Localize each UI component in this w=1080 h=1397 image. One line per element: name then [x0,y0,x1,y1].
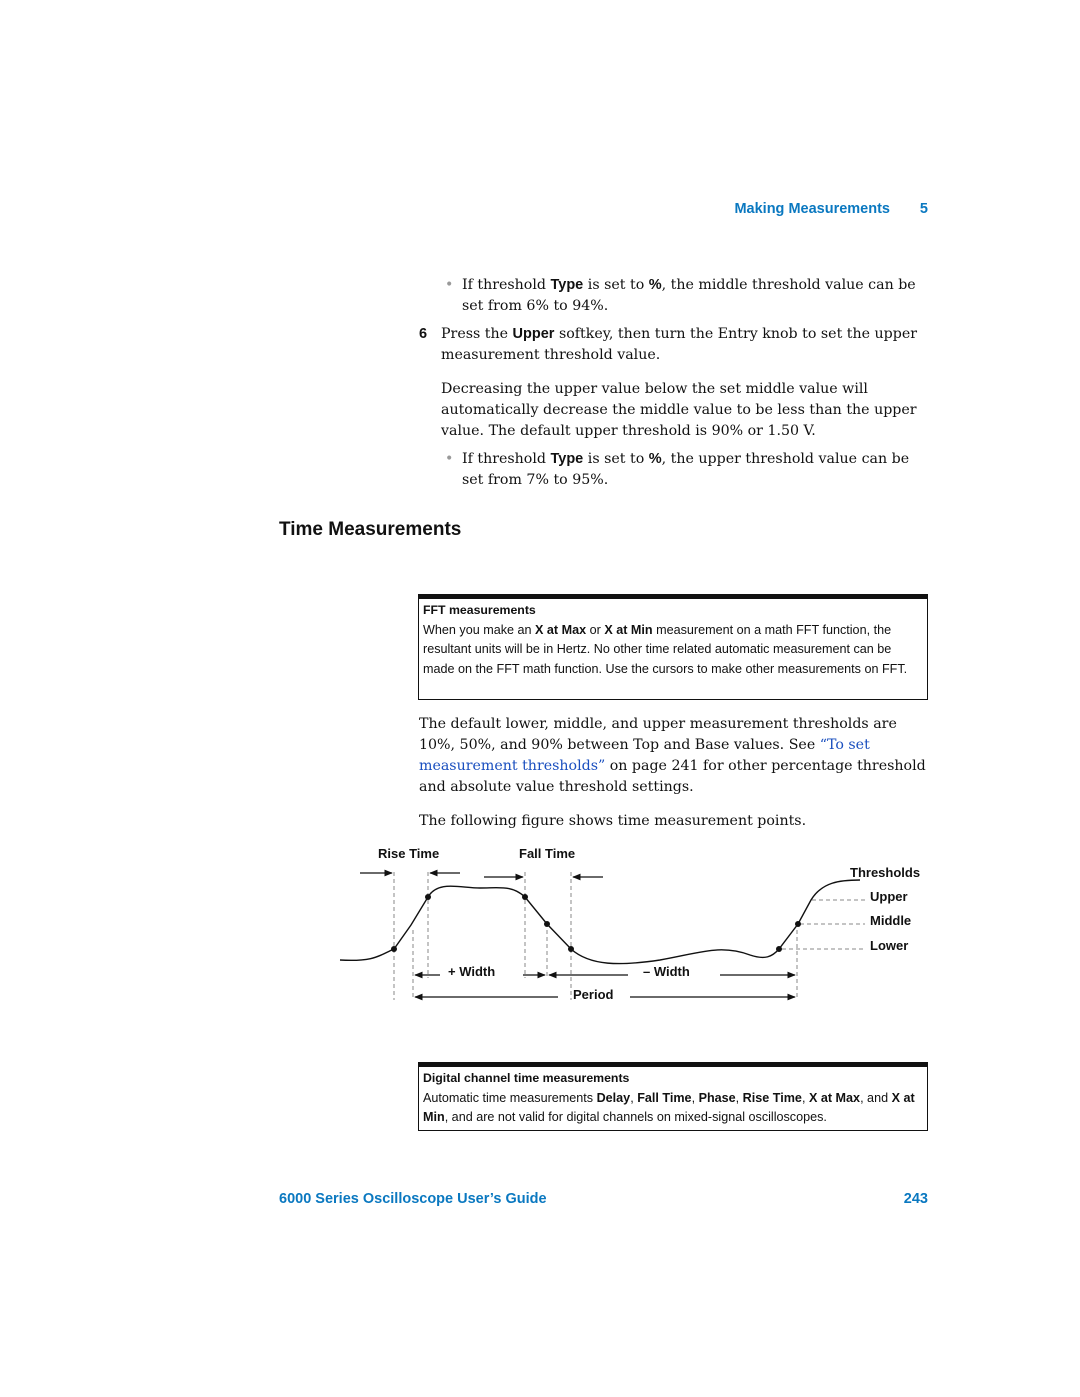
ui-term: Upper [512,326,555,342]
text-run: Automatic time measurements [423,1090,597,1105]
text-run: on page 241 for other percentage thresho… [419,758,926,795]
text-run: measurement on a math FFT function, the … [423,622,908,676]
ui-term: % [648,277,662,293]
running-header: Making Measurements [734,201,890,217]
text-run: or [586,622,605,637]
text-run: , and [860,1090,892,1105]
figure-label: Middle [870,913,911,928]
text-run: , the middle threshold value can be set … [462,277,916,314]
section-heading: Time Measurements [279,519,462,540]
text-run: , [735,1090,743,1105]
figure-label: Period [573,987,614,1002]
ui-term: X at Min [423,1090,915,1125]
paragraph: Decreasing the upper value below the set… [441,379,928,442]
note-box: Digital channel time measurements Automa… [418,1062,928,1131]
text-run: , and are not valid for digital channels… [444,1110,827,1124]
figure-label: Thresholds [850,865,920,880]
figure-label: Fall Time [519,846,575,861]
text-run: is set to [583,451,649,467]
guide-lines [393,872,865,1000]
bullet: If threshold Type is set to %, the middl… [445,275,928,317]
ui-term: X at Min [604,622,653,637]
note-box: FFT measurements When you make an X at M… [418,594,928,700]
text-run: When you make an [423,622,536,637]
text-run: The following figure shows time measurem… [419,813,807,829]
text-run: The default lower, middle, and upper mea… [419,716,897,753]
ui-term: Phase [698,1090,736,1105]
text-run: If threshold [462,277,551,293]
text-run: , [801,1090,809,1105]
text-run: , [630,1090,638,1105]
bullet: If threshold Type is set to %, the upper… [445,449,928,491]
ui-term: Rise Time [742,1090,802,1105]
text-run: Decreasing the upper value below the set… [441,381,917,439]
ui-term: X at Max [808,1090,861,1105]
ui-term: Fall Time [637,1090,692,1105]
figure-label: + Width [448,964,495,979]
cross-reference[interactable]: “To set measurement thresholds” [419,737,870,774]
paragraph: The default lower, middle, and upper mea… [419,714,928,798]
waveform [339,879,861,965]
text-run: If threshold [462,451,551,467]
arrows [360,869,796,1001]
figure-label: Upper [870,889,908,904]
footer-guide: 6000 Series Oscilloscope User’s Guide [279,1191,547,1207]
text-run: Press the [441,326,513,342]
text-run: , [691,1090,699,1105]
text-run: softkey, then turn the Entry knob to set… [441,326,918,363]
ui-term: Type [550,277,584,293]
figure-label: Lower [870,938,908,953]
note-title: Digital channel time measurements [423,1071,630,1085]
measure-points [391,894,801,952]
figure-label: – Width [643,964,690,979]
paragraph: The following figure shows time measurem… [419,811,928,832]
chapter-number: 5 [919,201,928,217]
note-text: Automatic time measurements Delay, Fall … [423,1089,923,1128]
step-number: 6 [419,326,428,342]
ui-term: X at Max [535,622,587,637]
note-text: When you make an X at Max or X at Min me… [423,621,923,680]
note-title: FFT measurements [423,603,536,617]
figure-label: Rise Time [378,846,439,861]
text-run: , the upper threshold value can be set f… [462,451,910,488]
step-text: Press the Upper softkey, then turn the E… [441,324,928,366]
text-run: is set to [583,277,649,293]
page-number: 243 [903,1191,928,1207]
ui-term: % [648,451,662,467]
ui-term: Delay [596,1090,631,1105]
ui-term: Type [550,451,584,467]
